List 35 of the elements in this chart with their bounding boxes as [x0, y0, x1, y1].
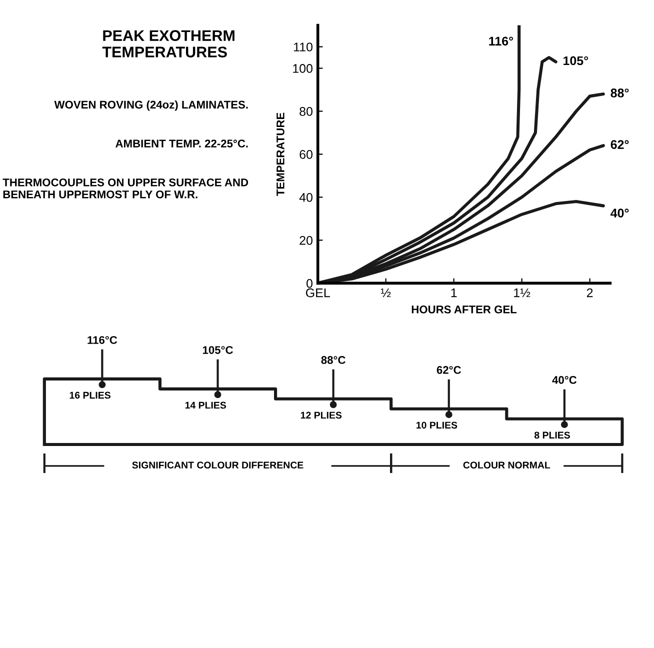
y-tick-label: 100 [293, 64, 312, 73]
text: SIGNIFICANT COLOUR DIFFERENCE [132, 462, 304, 469]
y-tick-label: 60 [300, 150, 312, 159]
text: 105°C [202, 346, 233, 354]
text: COLOUR NORMAL [463, 462, 550, 469]
series-label: 88° [610, 88, 629, 98]
text: 88°C [321, 356, 346, 364]
y-axis-title: TEMPERATURE [276, 112, 284, 196]
category-label: 8 PLIES [534, 432, 570, 439]
series-label: 62° [610, 140, 629, 149]
series-label: 116° [489, 36, 513, 46]
x-tick-label: GEL [306, 288, 330, 298]
y-tick-label: 110 [294, 42, 312, 52]
y-tick-label: 20 [300, 236, 312, 245]
x-axis-title: HOURS AFTER GEL [412, 306, 517, 314]
text: 40°C [552, 376, 577, 384]
series-label: 40° [610, 208, 629, 218]
y-tick-label: 40 [299, 193, 312, 202]
x-tick-label: 2 [586, 288, 593, 298]
category-label: 12 PLIES [300, 412, 342, 419]
category-label: 10 PLIES [416, 422, 458, 429]
text: PEAK EXOTHERM TEMPERATURES [102, 30, 234, 58]
category-label: 14 PLIES [185, 402, 226, 409]
text: WOVEN ROVING (24oz) LAMINATES. [54, 100, 248, 111]
y-tick-label: 0 [306, 278, 312, 288]
x-tick-label: 1½ [514, 288, 530, 298]
category-label: 16 PLIES [70, 392, 110, 399]
text: THERMOCOUPLES ON UPPER SURFACE AND BENEATH UPPERMOST PLY OF W.R. [2, 178, 248, 198]
x-tick-label: ½ [380, 288, 391, 298]
x-tick-label: 1 [451, 288, 457, 298]
y-tick-label: 80 [300, 107, 312, 116]
series-label: 105° [564, 56, 588, 66]
text: 62°C [436, 366, 461, 374]
text: 116°C [88, 336, 118, 344]
text: AMBIENT TEMP. 22-25°C. [116, 140, 248, 148]
